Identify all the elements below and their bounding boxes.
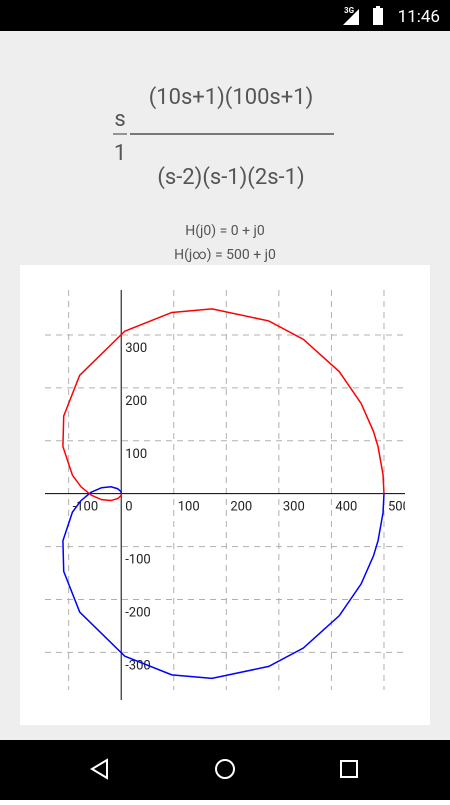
y-tick-label: 200 (125, 394, 147, 409)
network-type: 3G (344, 6, 355, 15)
recents-button[interactable] (340, 760, 358, 778)
back-button[interactable] (90, 758, 108, 780)
y-tick-label: 100 (125, 447, 147, 462)
plot-background (20, 265, 430, 725)
clock: 11:46 (398, 7, 440, 27)
y-tick-label: -300 (125, 658, 151, 673)
nyquist-curve (62, 308, 385, 502)
plot: -100 0 100 200 300 400 500-300-200-10010020030… (45, 290, 410, 700)
numerator: (10s+1)(100s+1) (149, 85, 314, 110)
y-tick-label: 300 (125, 341, 147, 356)
info-zero: H(j0) = 0 + j0 (185, 223, 265, 239)
x-tick-label: 0 (125, 500, 132, 515)
x-tick-label: 200 (230, 500, 252, 515)
x-tick-label: 400 (335, 500, 357, 515)
nav-bar (0, 740, 450, 800)
y-tick-label: -100 (125, 553, 151, 568)
x-tick-label: 100 (178, 500, 200, 515)
info-infinity: H(j∞) = 500 + j0 (174, 247, 276, 263)
battery-icon (373, 8, 383, 25)
nyquist-curve (62, 486, 385, 680)
gain-denominator: 1 (114, 141, 126, 166)
signal-icon (343, 9, 359, 25)
denominator: (s-2)(s-1)(2s-1) (157, 165, 304, 190)
battery-tip (376, 6, 380, 9)
y-tick-label: -200 (125, 605, 151, 620)
gain-numerator: s (114, 107, 125, 132)
x-tick-label: 300 (283, 500, 305, 515)
x-tick-label: 500 (388, 500, 410, 515)
home-button[interactable] (215, 759, 235, 779)
